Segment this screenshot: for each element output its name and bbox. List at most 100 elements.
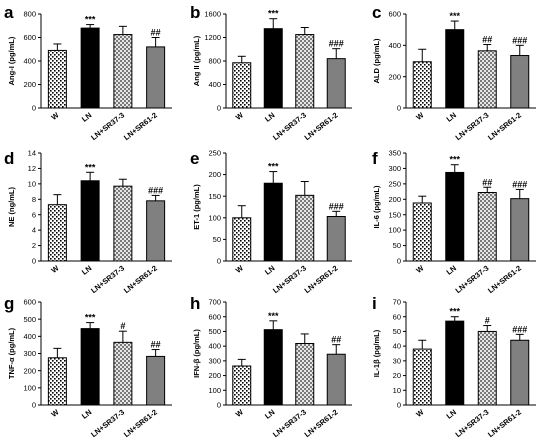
bar-2 [295, 342, 315, 406]
category-label: LN [263, 263, 276, 276]
significance-label: *** [449, 307, 460, 317]
panel-letter: f [372, 149, 378, 168]
y-tick-label: 1600 [204, 10, 221, 19]
panel-f: f 0 50 100 150 200 250 300 350 IL-6 (pg/mL) W *** LN… [372, 149, 536, 295]
significance-label: *** [268, 162, 279, 172]
y-tick-label: 150 [208, 192, 221, 201]
significance-label: ### [329, 39, 344, 49]
category-label: LN+SR37-3 [271, 110, 308, 142]
panel-letter: c [372, 3, 381, 22]
category-label: LN [80, 407, 93, 420]
category-label: LN+SR37-3 [89, 110, 126, 142]
category-label: W [414, 263, 426, 275]
bar-0 [232, 365, 252, 406]
category-label: LN [80, 263, 93, 276]
bar-2 [113, 185, 133, 262]
y-tick-label: 0 [397, 401, 401, 410]
y-tick-label: 0 [32, 104, 36, 113]
category-label: W [414, 407, 426, 419]
category-label: LN+SR61-2 [486, 407, 523, 439]
bar-0 [412, 61, 432, 109]
category-label: W [49, 407, 61, 419]
category-label: W [49, 263, 61, 275]
significance-label: ## [482, 35, 492, 45]
bar-1 [445, 320, 465, 406]
y-tick-label: 300 [388, 164, 401, 173]
y-axis-label: ALD (pg/mL) [372, 38, 381, 83]
y-tick-label: 4 [32, 226, 36, 235]
panel-letter: a [4, 3, 14, 22]
significance-label: ### [148, 185, 163, 195]
y-tick-label: 0 [32, 257, 36, 266]
bar-1 [80, 328, 100, 406]
panel-letter: d [4, 149, 14, 168]
category-label: LN+SR37-3 [271, 407, 308, 439]
y-tick-label: 14 [28, 149, 36, 158]
y-tick-label: 350 [388, 149, 401, 158]
category-label: LN [445, 110, 458, 123]
significance-label: ### [512, 324, 527, 334]
bar-3 [146, 46, 166, 109]
panel-i: i 0 10 20 30 40 50 60 70 IL-1β (pg/mL) W *** LN # LN+S… [372, 294, 536, 439]
significance-label: ## [151, 340, 161, 350]
bar-2 [477, 330, 497, 406]
y-tick-label: 100 [208, 213, 221, 222]
y-tick-label: 600 [388, 10, 401, 19]
bar-3 [326, 353, 346, 406]
y-tick-label: 50 [213, 235, 221, 244]
y-tick-label: 6 [32, 210, 36, 219]
bar-0 [47, 204, 67, 262]
category-label: LN [80, 110, 93, 123]
y-tick-label: 10 [393, 386, 401, 395]
y-tick-label: 100 [208, 386, 221, 395]
category-label: W [414, 110, 426, 122]
y-tick-label: 20 [393, 371, 401, 380]
y-tick-label: 200 [208, 170, 221, 179]
category-label: LN+SR61-2 [303, 110, 340, 142]
y-tick-label: 12 [28, 164, 36, 173]
panel-letter: h [190, 294, 200, 313]
significance-label: ## [151, 28, 161, 38]
bar-3 [510, 198, 530, 262]
y-tick-label: 400 [23, 57, 36, 66]
y-tick-label: 50 [393, 327, 401, 336]
y-tick-label: 800 [23, 10, 36, 19]
panel-letter: g [4, 294, 14, 313]
y-tick-label: 250 [388, 179, 401, 188]
y-tick-label: 50 [393, 241, 401, 250]
bar-0 [232, 62, 252, 109]
bar-3 [146, 200, 166, 262]
y-axis-label: NE (ng/mL) [7, 187, 16, 227]
y-tick-label: 200 [388, 195, 401, 204]
category-label: LN+SR61-2 [486, 110, 523, 142]
panel-g: g 0 100 200 300 400 500 600 TNF-α (pg/mL) W *** LN #… [4, 294, 172, 439]
bar-3 [146, 355, 166, 406]
bar-0 [412, 348, 432, 406]
y-tick-label: 0 [217, 104, 221, 113]
significance-label: *** [85, 313, 96, 323]
panel-letter: b [190, 3, 200, 22]
category-label: W [234, 407, 246, 419]
category-label: W [234, 263, 246, 275]
y-tick-label: 0 [217, 257, 221, 266]
y-tick-label: 500 [23, 315, 36, 324]
significance-label: ### [329, 201, 344, 211]
y-axis-label: IFN-β (pg/mL) [192, 329, 201, 378]
bar-0 [47, 357, 67, 406]
bar-0 [232, 217, 252, 262]
y-tick-label: 400 [23, 332, 36, 341]
category-label: LN+SR37-3 [454, 110, 491, 142]
panel-letter: e [190, 149, 199, 168]
y-axis-label: Ang II (pg/mL) [192, 35, 201, 86]
bar-1 [263, 28, 283, 109]
category-label: LN [263, 407, 276, 420]
y-axis-label: IL-1β (pg/mL) [372, 329, 381, 377]
significance-label: ## [331, 335, 341, 345]
significance-label: ### [512, 179, 527, 189]
category-label: LN+SR61-2 [122, 110, 159, 142]
bar-1 [445, 29, 465, 109]
y-tick-label: 2 [32, 241, 36, 250]
